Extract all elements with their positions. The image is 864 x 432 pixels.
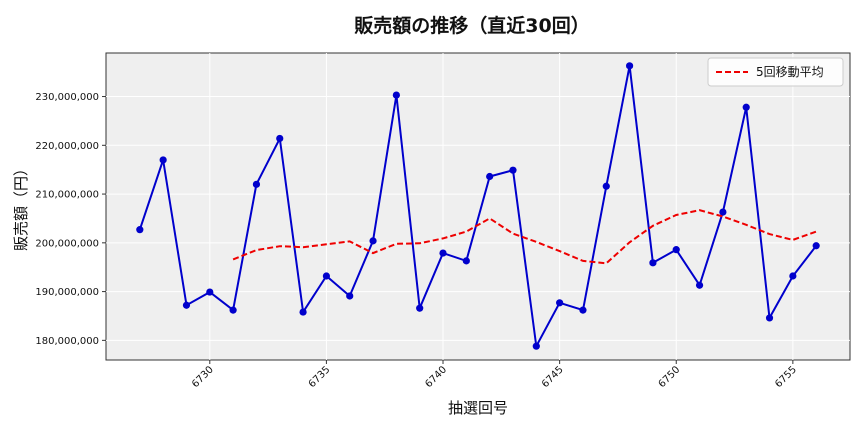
x-axis-ticks: 6730 6735 6740 6745 6750 6755 [190,360,799,390]
y-tick-label: 190,000,000 [35,287,99,298]
sales-line [138,65,817,350]
legend: 5回移動平均 [707,57,844,87]
y-tick-label: 180,000,000 [35,336,99,347]
moving-average-line [232,209,817,265]
legend-label-moving-average: 5回移動平均 [756,65,824,79]
sales-point [649,259,657,267]
sales-point [789,272,797,280]
sales-point [182,301,191,309]
sales-point [322,272,331,280]
sales-point [812,242,820,250]
sales-point [299,308,307,316]
sales-point [229,306,237,314]
sales-point [252,180,261,188]
x-tick-label: 6755 [773,364,799,390]
y-axis-label: 販売額（円） [12,161,30,251]
sales-point [136,226,144,234]
sales-point [579,306,587,314]
y-axis-ticks: 180,000,000 190,000,000 200,000,000 210,000… [35,92,106,347]
sales-point [416,304,424,312]
x-tick-label: 6745 [540,364,566,390]
chart-title: 販売額の推移（直近30回） [354,14,589,37]
sales-point [625,62,634,70]
x-tick-label: 6735 [307,364,333,390]
plot-area [105,52,851,361]
sales-point [206,288,214,296]
x-tick-label: 6750 [657,364,683,390]
sales-point [276,134,284,143]
y-tick-label: 200,000,000 [35,238,99,249]
x-tick-label: 6740 [423,364,449,390]
sales-point [159,156,167,164]
sales-point [369,237,377,245]
legend-box [707,57,844,87]
sales-point [602,182,610,190]
sales-point [486,172,494,181]
sales-point [742,103,750,111]
sales-point [509,166,517,174]
sales-point [392,91,400,99]
sales-point [695,281,704,289]
series-layer [136,62,820,350]
sales-point [672,246,680,254]
y-tick-label: 230,000,000 [35,92,99,103]
sales-point [765,314,774,322]
x-axis-label: 抽選回号 [448,399,508,417]
sales-point [556,299,564,307]
sales-point [346,292,354,300]
sales-point [439,249,447,257]
y-tick-label: 210,000,000 [35,190,99,201]
sales-point [462,257,470,265]
x-tick-label: 6730 [190,364,216,390]
sales-point [532,342,540,350]
y-tick-label: 220,000,000 [35,141,99,152]
sales-point [719,208,727,216]
